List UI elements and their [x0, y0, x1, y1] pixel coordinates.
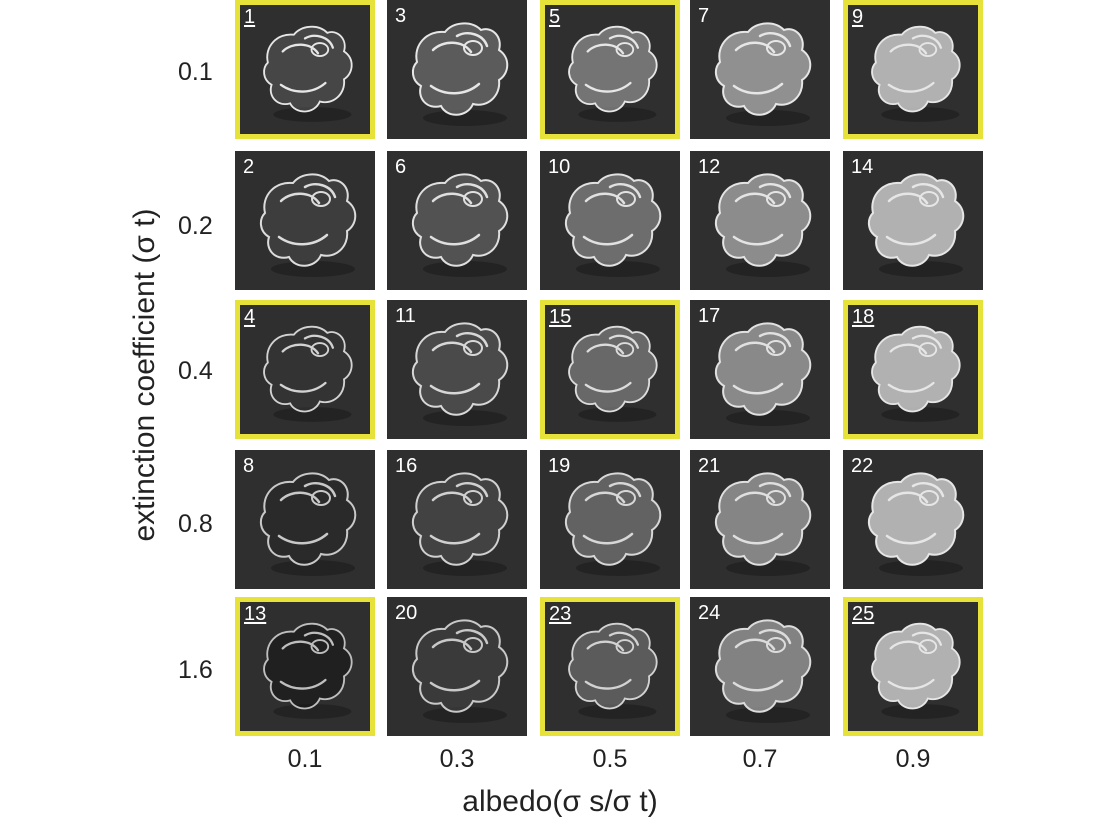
object-render — [411, 22, 509, 126]
render-cell-15: 15 — [540, 300, 680, 439]
render-cell-3: 3 — [387, 0, 527, 139]
object-render — [568, 325, 658, 422]
object-render — [263, 25, 353, 122]
object-render — [568, 25, 658, 122]
render-cell-18: 18 — [843, 300, 983, 439]
object-render — [259, 173, 357, 277]
object-render — [263, 325, 353, 422]
render-cell-2: 2 — [235, 151, 375, 290]
render-cell-23: 23 — [540, 597, 680, 736]
cell-number: 4 — [244, 306, 256, 328]
cell-number: 2 — [243, 156, 255, 178]
cell-number: 3 — [395, 5, 407, 27]
render-cell-19: 19 — [540, 450, 680, 589]
cell-number: 23 — [549, 603, 572, 625]
cell-number: 22 — [851, 455, 874, 477]
render-cell-16: 16 — [387, 450, 527, 589]
cell-number: 6 — [395, 156, 407, 178]
object-render — [871, 25, 961, 122]
row-label-1: 0.2 — [178, 212, 213, 240]
column-label-0: 0.1 — [287, 745, 323, 773]
object-render — [871, 325, 961, 422]
render-cell-24: 24 — [690, 597, 830, 736]
object-render — [263, 622, 353, 719]
object-render — [411, 322, 509, 426]
object-render — [867, 472, 965, 576]
cell-number: 5 — [549, 6, 561, 28]
render-cell-25: 25 — [843, 597, 983, 736]
render-cell-7: 7 — [690, 0, 830, 139]
render-cell-9: 9 — [843, 0, 983, 139]
object-render — [564, 472, 662, 576]
render-cell-6: 6 — [387, 151, 527, 290]
cell-number: 18 — [852, 306, 875, 328]
cell-number: 20 — [395, 602, 418, 624]
render-cell-4: 4 — [235, 300, 375, 439]
row-label-4: 1.6 — [178, 656, 213, 684]
render-cell-13: 13 — [235, 597, 375, 736]
render-cell-14: 14 — [843, 151, 983, 290]
cell-number: 11 — [395, 305, 416, 327]
object-render — [714, 619, 812, 723]
row-label-0: 0.1 — [178, 58, 213, 86]
cell-number: 13 — [244, 603, 267, 625]
render-cell-22: 22 — [843, 450, 983, 589]
object-render — [568, 622, 658, 719]
object-render — [259, 472, 357, 576]
cell-number: 16 — [395, 455, 418, 477]
column-label-4: 0.9 — [895, 745, 931, 773]
object-render — [714, 472, 812, 576]
cell-number: 24 — [698, 602, 721, 624]
render-cell-8: 8 — [235, 450, 375, 589]
render-cell-20: 20 — [387, 597, 527, 736]
column-label-3: 0.7 — [742, 745, 778, 773]
row-label-3: 0.8 — [178, 510, 213, 538]
cell-number: 10 — [548, 156, 571, 178]
x-axis-label: albedo(σ s/σ t) — [462, 785, 658, 818]
render-cell-10: 10 — [540, 151, 680, 290]
object-render — [714, 22, 812, 126]
cell-number: 9 — [852, 6, 864, 28]
render-cell-21: 21 — [690, 450, 830, 589]
object-render — [867, 173, 965, 277]
cell-number: 8 — [243, 455, 255, 477]
object-render — [714, 322, 812, 426]
row-label-2: 0.4 — [178, 357, 213, 385]
cell-number: 1 — [244, 6, 256, 28]
object-render — [871, 622, 961, 719]
object-render — [564, 173, 662, 277]
render-cell-17: 17 — [690, 300, 830, 439]
render-cell-12: 12 — [690, 151, 830, 290]
y-axis-label: extinction coefficient (σ t) — [128, 208, 161, 542]
cell-number: 25 — [852, 603, 875, 625]
cell-number: 14 — [851, 156, 874, 178]
render-cell-1: 1 — [235, 0, 375, 139]
cell-number: 17 — [698, 305, 721, 327]
cell-number: 21 — [698, 455, 721, 477]
object-render — [411, 472, 509, 576]
cell-number: 7 — [698, 5, 710, 27]
column-label-1: 0.3 — [439, 745, 475, 773]
cell-number: 12 — [698, 156, 721, 178]
object-render — [411, 619, 509, 723]
object-render — [411, 173, 509, 277]
column-label-2: 0.5 — [592, 745, 628, 773]
object-render — [714, 173, 812, 277]
render-cell-11: 11 — [387, 300, 527, 439]
render-cell-5: 5 — [540, 0, 680, 139]
cell-number: 15 — [549, 306, 572, 328]
cell-number: 19 — [548, 455, 571, 477]
